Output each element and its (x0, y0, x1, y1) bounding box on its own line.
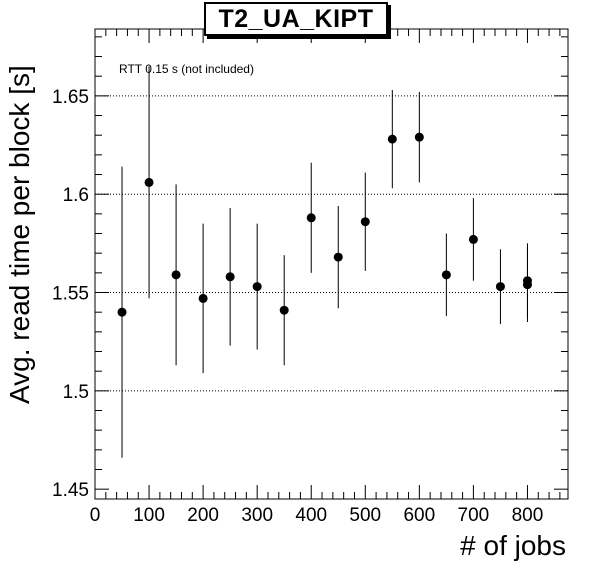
data-point (387, 134, 397, 144)
data-point (252, 282, 262, 292)
tick-labels: 1.45 1.5 1.55 1.6 1.65 0 100 200 300 400 500 600 700… (52, 87, 543, 526)
y-tick-label: 1.6 (63, 185, 89, 206)
chart-title: T2_UA_KIPT (218, 4, 374, 33)
x-tick-label: 300 (241, 505, 273, 526)
data-point (198, 293, 208, 303)
data-point (171, 270, 181, 280)
x-axis-label: # of jobs (460, 530, 566, 561)
data-point (117, 307, 127, 317)
chart-title-box: T2_UA_KIPT (204, 2, 388, 36)
data-point (306, 213, 316, 223)
y-tick-label: 1.45 (52, 480, 89, 501)
data-point (414, 132, 424, 142)
x-tick-label: 400 (295, 505, 327, 526)
x-tick-label: 800 (512, 505, 544, 526)
rtt-annotation: RTT 0.15 s (not included) (119, 62, 254, 76)
x-tick-label: 700 (458, 505, 490, 526)
plot-frame (94, 28, 569, 500)
y-tick-label: 1.55 (52, 284, 89, 305)
data-point (144, 177, 154, 187)
data-point (360, 217, 370, 227)
data-point (333, 252, 343, 262)
axis-ticks (94, 29, 568, 499)
y-tick-label: 1.5 (63, 382, 89, 403)
data-point (468, 234, 478, 244)
data-point (441, 270, 451, 280)
x-tick-label: 600 (403, 505, 435, 526)
y-tick-label: 1.65 (52, 87, 89, 108)
data-point (279, 305, 289, 315)
data-point (225, 272, 235, 282)
gridlines (95, 95, 568, 392)
x-tick-label: 200 (187, 505, 219, 526)
data-point (495, 282, 505, 292)
data-point (522, 280, 532, 290)
x-tick-label: 100 (133, 505, 165, 526)
x-tick-label: 500 (349, 505, 381, 526)
x-tick-label: 0 (90, 505, 101, 526)
y-axis-label: Avg. read time per block [s] (4, 65, 35, 405)
data-series (117, 66, 532, 458)
